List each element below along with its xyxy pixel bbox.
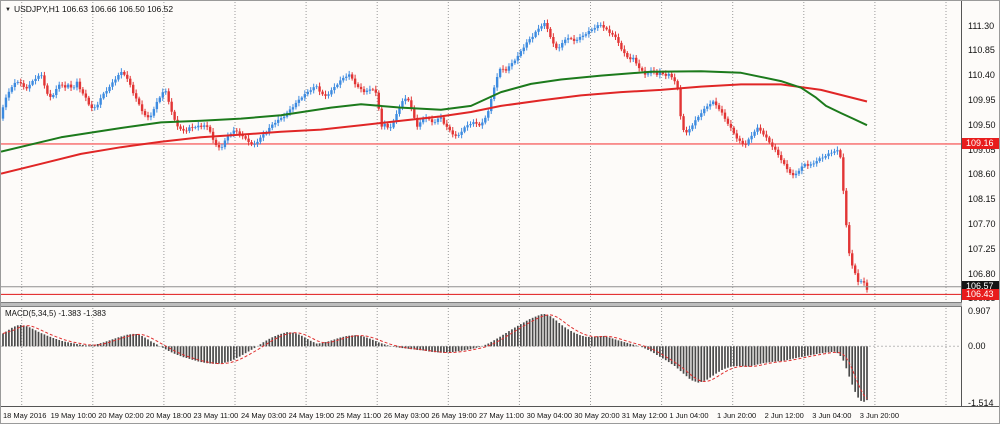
- price-tick-label: 107.70: [968, 218, 996, 229]
- time-tick-label: 27 May 11:00: [479, 411, 524, 420]
- bid-price-badge: 106.43: [962, 288, 999, 300]
- time-tick-label: 18 May 2016: [3, 411, 47, 420]
- chart-ohlc-values: 106.63 106.66 106.50 106.52: [62, 4, 174, 14]
- indicator-name: MACD(5,34,5): [5, 309, 57, 318]
- time-tick-label: 25 May 11:00: [336, 411, 382, 420]
- macd-scale-max: 0.907: [968, 306, 991, 316]
- price-tick-label: 108.15: [968, 194, 996, 205]
- time-tick-label: 24 May 19:00: [288, 411, 335, 420]
- macd-scale-min: -1.514: [968, 398, 994, 408]
- price-tick-label: 110.85: [968, 45, 995, 56]
- pane-separator-handle[interactable]: [1, 302, 999, 307]
- price-tick-label: 107.25: [968, 243, 996, 254]
- price-tick-label: 108.60: [968, 169, 996, 180]
- price-tick-label: 109.95: [968, 94, 996, 105]
- time-tick-label: 31 May 12:00: [621, 411, 668, 420]
- price-tick-label: 110.40: [968, 70, 995, 81]
- price-scale[interactable]: 111.30 110.85 110.40 109.95 109.50 109.05 108.…: [962, 1, 999, 408]
- time-tick-label: 1 Jun 20:00: [717, 411, 757, 420]
- indicator-value-signal: -1.383: [83, 309, 106, 318]
- price-tick-label: 109.05: [968, 144, 996, 155]
- time-tick-label: 2 Jun 12:00: [764, 411, 804, 420]
- time-tick-label: 3 Jun 20:00: [859, 411, 899, 420]
- time-scale[interactable]: 18 May 2016 19 May 10:00 20 May 02:00 20 Ma…: [1, 407, 999, 423]
- price-tick-label: 109.50: [968, 119, 996, 130]
- time-tick-label: 30 May 04:00: [526, 411, 573, 420]
- time-tick-label: 20 May 18:00: [145, 411, 192, 420]
- time-tick-label: 3 Jun 04:00: [812, 411, 852, 420]
- time-tick-label: 1 Jun 04:00: [669, 411, 709, 420]
- price-tick-label: 111.30: [968, 20, 995, 31]
- time-tick-label: 19 May 10:00: [50, 411, 97, 420]
- macd-scale-zero: 0.00: [968, 341, 986, 351]
- time-tick-label: 30 May 20:00: [574, 411, 620, 420]
- time-tick-label: 20 May 02:00: [98, 411, 144, 420]
- price-tick-label: 106.80: [968, 268, 996, 279]
- indicator-label: MACD(5,34,5) -1.383 -1.383: [5, 309, 106, 318]
- last-price-badge: 106.57: [962, 281, 999, 293]
- chart-title: ▼ USDJPY,H1 106.63 106.66 106.50 106.52: [5, 4, 173, 14]
- indicator-value-main: -1.383: [58, 309, 82, 318]
- time-tick-label: 26 May 03:00: [383, 411, 430, 420]
- symbol-dropdown-icon[interactable]: ▼: [5, 7, 11, 13]
- hline-price-badge: 109.16: [962, 138, 999, 150]
- time-tick-label: 24 May 03:00: [241, 411, 287, 420]
- time-tick-label: 23 May 11:00: [193, 411, 239, 420]
- chart-symbol-period: USDJPY,H1: [13, 4, 60, 14]
- time-tick-label: 26 May 19:00: [431, 411, 477, 420]
